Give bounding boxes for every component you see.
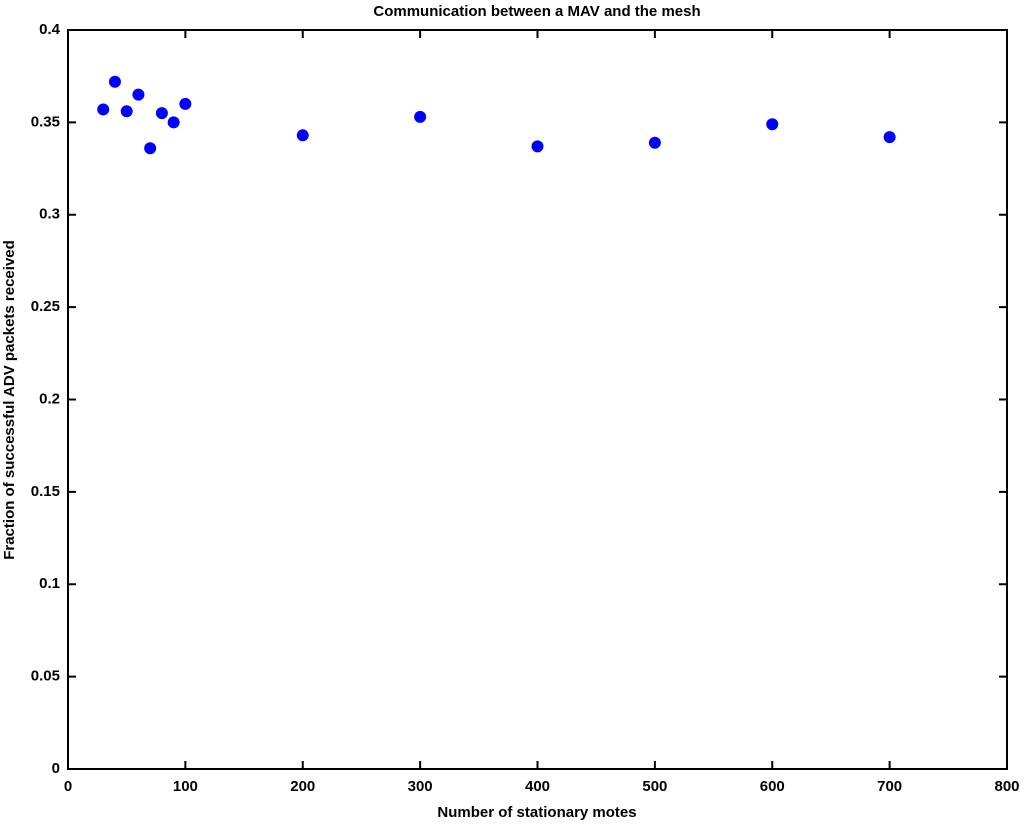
- y-tick-label: 0.15: [31, 483, 60, 500]
- x-tick-label: 200: [290, 778, 315, 795]
- y-tick-label: 0.35: [31, 113, 60, 130]
- y-tick-label: 0.1: [39, 575, 60, 592]
- x-tick-label: 400: [525, 778, 550, 795]
- data-point: [883, 131, 896, 144]
- y-tick-label: 0.4: [39, 21, 61, 38]
- data-point: [766, 118, 779, 131]
- data-point: [108, 75, 121, 88]
- y-tick-label: 0: [52, 760, 60, 777]
- data-point: [97, 103, 110, 116]
- x-axis-label: Number of stationary motes: [437, 804, 636, 821]
- data-point: [531, 140, 544, 153]
- x-tick-label: 600: [760, 778, 785, 795]
- y-axis-label: Fraction of successful ADV packets recei…: [1, 240, 18, 560]
- y-tick-label: 0.05: [31, 668, 60, 685]
- y-tick-label: 0.25: [31, 298, 60, 315]
- data-point: [132, 88, 145, 101]
- data-point: [155, 107, 168, 120]
- data-point: [144, 142, 157, 155]
- x-tick-label: 0: [64, 778, 72, 795]
- x-tick-label: 800: [994, 778, 1019, 795]
- y-tick-label: 0.3: [39, 206, 60, 223]
- chart-title: Communication between a MAV and the mesh: [373, 3, 700, 20]
- x-tick-label: 100: [173, 778, 198, 795]
- data-point: [179, 97, 192, 110]
- x-tick-label: 300: [408, 778, 433, 795]
- x-tick-label: 500: [642, 778, 667, 795]
- y-tick-label: 0.2: [39, 390, 60, 407]
- data-point: [648, 136, 661, 149]
- data-point: [120, 105, 133, 118]
- data-point: [414, 110, 427, 123]
- data-point: [296, 129, 309, 142]
- data-point: [167, 116, 180, 129]
- x-tick-label: 700: [877, 778, 902, 795]
